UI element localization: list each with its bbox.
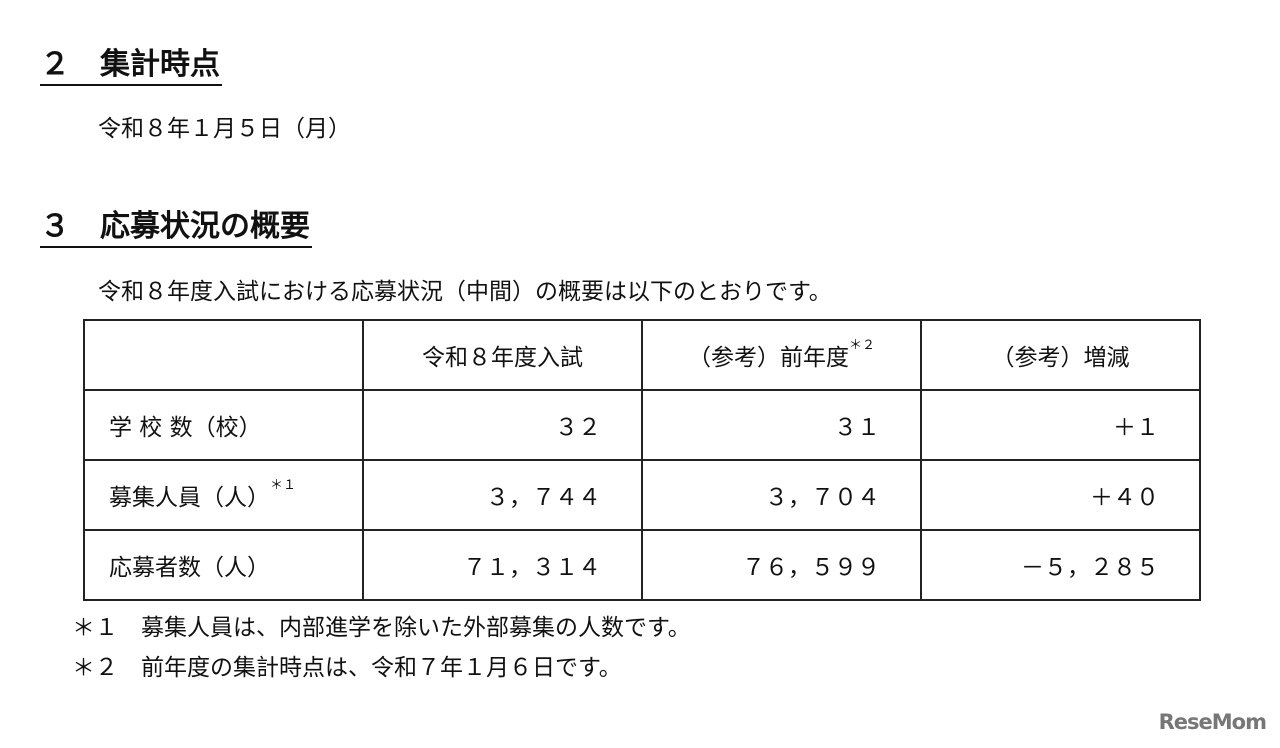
value-cell: ７１，３１４ bbox=[362, 529, 643, 601]
value-cell: ３，７０４ bbox=[641, 459, 922, 531]
value-cell: ３，７４４ bbox=[362, 459, 643, 531]
footnote-2: ＊２ 前年度の集計時点は、令和７年１月６日です。 bbox=[72, 655, 622, 681]
section-3-heading: ３ 応募状況の概要 bbox=[40, 208, 312, 248]
row-label: 応募者数（人） bbox=[83, 529, 364, 601]
header-cell: 令和８年度入試 bbox=[362, 319, 643, 391]
footnote-ref: ＊２ bbox=[848, 338, 875, 353]
resemom-logo: ReseMom bbox=[1158, 710, 1267, 734]
section-2-heading: ２ 集計時点 bbox=[40, 46, 222, 86]
row-label: 募集人員（人）＊１ bbox=[83, 459, 364, 531]
section-3-intro: 令和８年度入試における応募状況（中間）の概要は以下のとおりです。 bbox=[98, 279, 832, 305]
tally-date: 令和８年１月５日（月） bbox=[98, 116, 351, 142]
application-summary-table: 令和８年度入試 （参考）前年度＊２ （参考）増減 学 校 数（校） ３２ ３１ … bbox=[83, 319, 1201, 601]
value-cell: ＋４０ bbox=[920, 459, 1201, 531]
footnote-1: ＊１ 募集人員は、内部進学を除いた外部募集の人数です。 bbox=[72, 615, 691, 641]
value-cell: ３１ bbox=[641, 389, 922, 461]
table-header-row: 令和８年度入試 （参考）前年度＊２ （参考）増減 bbox=[83, 319, 1201, 391]
value-cell: ７６，５９９ bbox=[641, 529, 922, 601]
header-cell: （参考）前年度＊２ bbox=[641, 319, 922, 391]
footnote-ref: ＊１ bbox=[270, 478, 297, 493]
table-row: 募集人員（人）＊１ ３，７４４ ３，７０４ ＋４０ bbox=[83, 459, 1201, 531]
table-row: 応募者数（人） ７１，３１４ ７６，５９９ －５，２８５ bbox=[83, 529, 1201, 601]
table-row: 学 校 数（校） ３２ ３１ ＋１ bbox=[83, 389, 1201, 461]
value-cell: －５，２８５ bbox=[920, 529, 1201, 601]
value-cell: ＋１ bbox=[920, 389, 1201, 461]
row-label: 学 校 数（校） bbox=[83, 389, 364, 461]
header-cell bbox=[83, 319, 364, 391]
header-cell: （参考）増減 bbox=[920, 319, 1201, 391]
value-cell: ３２ bbox=[362, 389, 643, 461]
